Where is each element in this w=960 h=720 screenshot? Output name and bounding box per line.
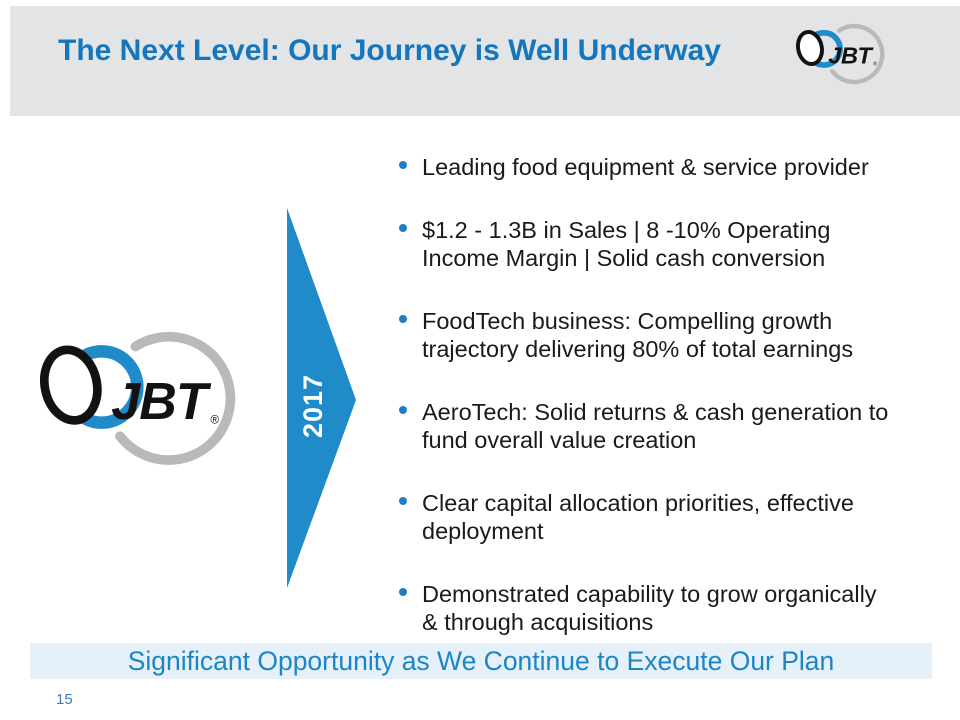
bullet-dot-icon xyxy=(399,223,407,232)
footer-banner-text: Significant Opportunity as We Continue t… xyxy=(127,646,835,676)
list-item: Leading food equipment & service provide… xyxy=(398,153,914,182)
bullet-text-line: $1.2 - 1.3B in Sales | 8 -10% Operating xyxy=(422,216,831,243)
logo-black-oval xyxy=(796,30,824,66)
logo-black-oval xyxy=(40,345,102,425)
bullet-text-line: AeroTech: Solid returns & cash generatio… xyxy=(422,398,889,425)
page-number: 15 xyxy=(56,691,73,708)
bullet-text-line: Clear capital allocation priorities, eff… xyxy=(422,489,854,516)
bullet-dot-icon xyxy=(399,161,407,169)
logo-jbt-text: JBT xyxy=(111,373,212,431)
bullet-text-line: Demonstrated capability to grow organica… xyxy=(422,580,877,607)
list-item: AeroTech: Solid returns & cash generatio… xyxy=(398,398,914,455)
bullet-text-line: deployment xyxy=(422,518,544,544)
list-item: FoodTech business: Compelling growth traj… xyxy=(398,307,914,364)
arrow-shape xyxy=(287,208,356,588)
jbt-logo-icon: JBT ® xyxy=(796,23,885,85)
bullet-text-line: fund overall value creation xyxy=(422,427,697,453)
bullet-text-line: Income Margin | Solid cash conversion xyxy=(422,245,826,271)
bullet-dot-icon xyxy=(399,314,407,323)
logo-swoosh-arc xyxy=(830,23,885,85)
logo-registered-mark: ® xyxy=(873,60,877,67)
logo-registered-mark: ® xyxy=(211,415,220,427)
bullet-dot-icon xyxy=(399,405,407,414)
year-arrow-label: 2017 xyxy=(298,373,328,439)
bullet-text-line: FoodTech business: Compelling growth xyxy=(422,307,833,334)
page-title: The Next Level: Our Journey is Well Unde… xyxy=(58,34,721,67)
footer-banner: Significant Opportunity as We Continue t… xyxy=(30,643,932,679)
bullet-list: Leading food equipment & service provide… xyxy=(398,153,914,671)
bullet-text-line: & through acquisitions xyxy=(422,609,654,635)
jbt-logo-large: JBT ® xyxy=(40,331,236,465)
logo-jbt-text: JBT xyxy=(828,42,874,68)
list-item: $1.2 - 1.3B in Sales | 8 -10% Operating I… xyxy=(398,216,914,273)
bullet-dot-icon xyxy=(399,587,407,596)
logo-swoosh-arc xyxy=(115,331,236,465)
bullet-dot-icon xyxy=(399,496,407,505)
list-item: Demonstrated capability to grow organica… xyxy=(398,580,914,637)
list-item: Clear capital allocation priorities, eff… xyxy=(398,489,914,546)
bullet-text-line: trajectory delivering 80% of total earni… xyxy=(422,336,854,362)
bullet-text-line: Leading food equipment & service provide… xyxy=(422,154,869,180)
year-arrow: 2017 xyxy=(287,208,356,588)
